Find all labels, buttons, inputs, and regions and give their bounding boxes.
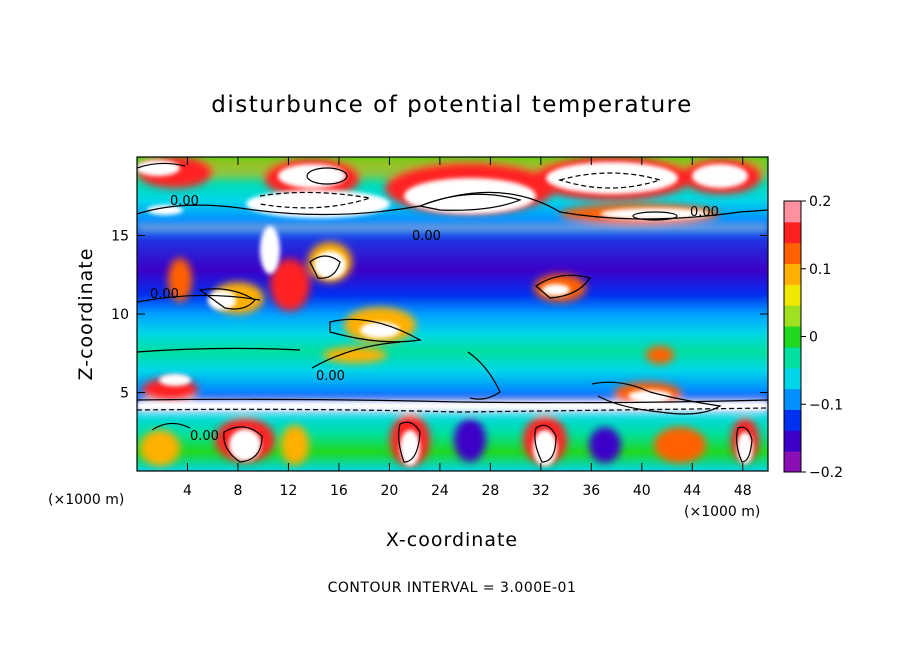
x-tick-label: 20 (380, 483, 398, 499)
chart-title: disturbunce of potential temperature (211, 92, 693, 118)
x-tick-label: 36 (582, 483, 600, 499)
colorbar-swatch (784, 367, 801, 390)
colorbar-tick-label: 0.1 (809, 262, 831, 278)
x-tick-label: 28 (481, 483, 499, 499)
colorbar-swatch (784, 430, 801, 452)
colorbar-tick-label: −0.2 (809, 465, 843, 481)
x-tick-label: 12 (280, 483, 298, 499)
plot-area: 0.00 0.00 0.00 0.00 0.00 0.00 (137, 157, 768, 471)
x-tick-label: 16 (330, 483, 348, 499)
field-white-cores (137, 160, 768, 466)
colorbar-swatch (784, 409, 801, 431)
colorbar-swatch (784, 221, 801, 244)
contour-interval-note: CONTOUR INTERVAL = 3.000E-01 (328, 580, 577, 596)
contour-label: 0.00 (412, 229, 441, 244)
x-tick-label: 44 (683, 483, 701, 499)
y-axis-title: Z-coordinate (75, 248, 97, 381)
colorbar-swatch (784, 284, 801, 306)
x-tick-label: 24 (431, 483, 449, 499)
contour-label: 0.00 (190, 429, 219, 444)
x-tick-label: 40 (633, 483, 651, 499)
colorbar-swatch (784, 305, 801, 327)
contour-label: 0.00 (170, 194, 199, 209)
x-unit-label-right: (×1000 m) (684, 504, 760, 520)
contour-lines (137, 162, 768, 463)
y-axis-ticks: 5 10 15 (111, 229, 768, 402)
colorbar-swatch (784, 326, 801, 348)
y-tick-label: 15 (111, 229, 129, 245)
x-tick-label: 32 (532, 483, 550, 499)
x-tick-label: 48 (734, 483, 752, 499)
colorbar-ticks: 0.2 0.1 0 −0.1 −0.2 (801, 194, 843, 481)
x-axis-title: X-coordinate (386, 529, 518, 551)
x-tick-label: 8 (233, 483, 242, 499)
colorbar-tick-label: −0.1 (809, 397, 843, 413)
colorbar-tick-label: 0.2 (809, 194, 831, 210)
colorbar-swatch (784, 346, 801, 369)
x-tick-label: 4 (183, 483, 192, 499)
contour-label: 0.00 (690, 205, 719, 220)
y-tick-label: 10 (111, 307, 129, 323)
colorbar-tick-label: 0 (809, 330, 818, 346)
colorbar-swatch (784, 263, 801, 285)
contour-label: 0.00 (150, 287, 179, 302)
x-axis-ticks: 4 8 12 16 20 24 28 32 36 40 44 48 (183, 157, 752, 499)
colorbar-swatch (784, 451, 801, 473)
colorbar-swatch (784, 242, 801, 265)
contour-label: 0.00 (316, 369, 345, 384)
y-tick-label: 5 (120, 386, 129, 402)
colorbar-swatch (784, 388, 801, 410)
x-unit-label-left: (×1000 m) (48, 492, 124, 508)
colorbar (783, 200, 802, 473)
colorbar-swatch (784, 201, 801, 223)
